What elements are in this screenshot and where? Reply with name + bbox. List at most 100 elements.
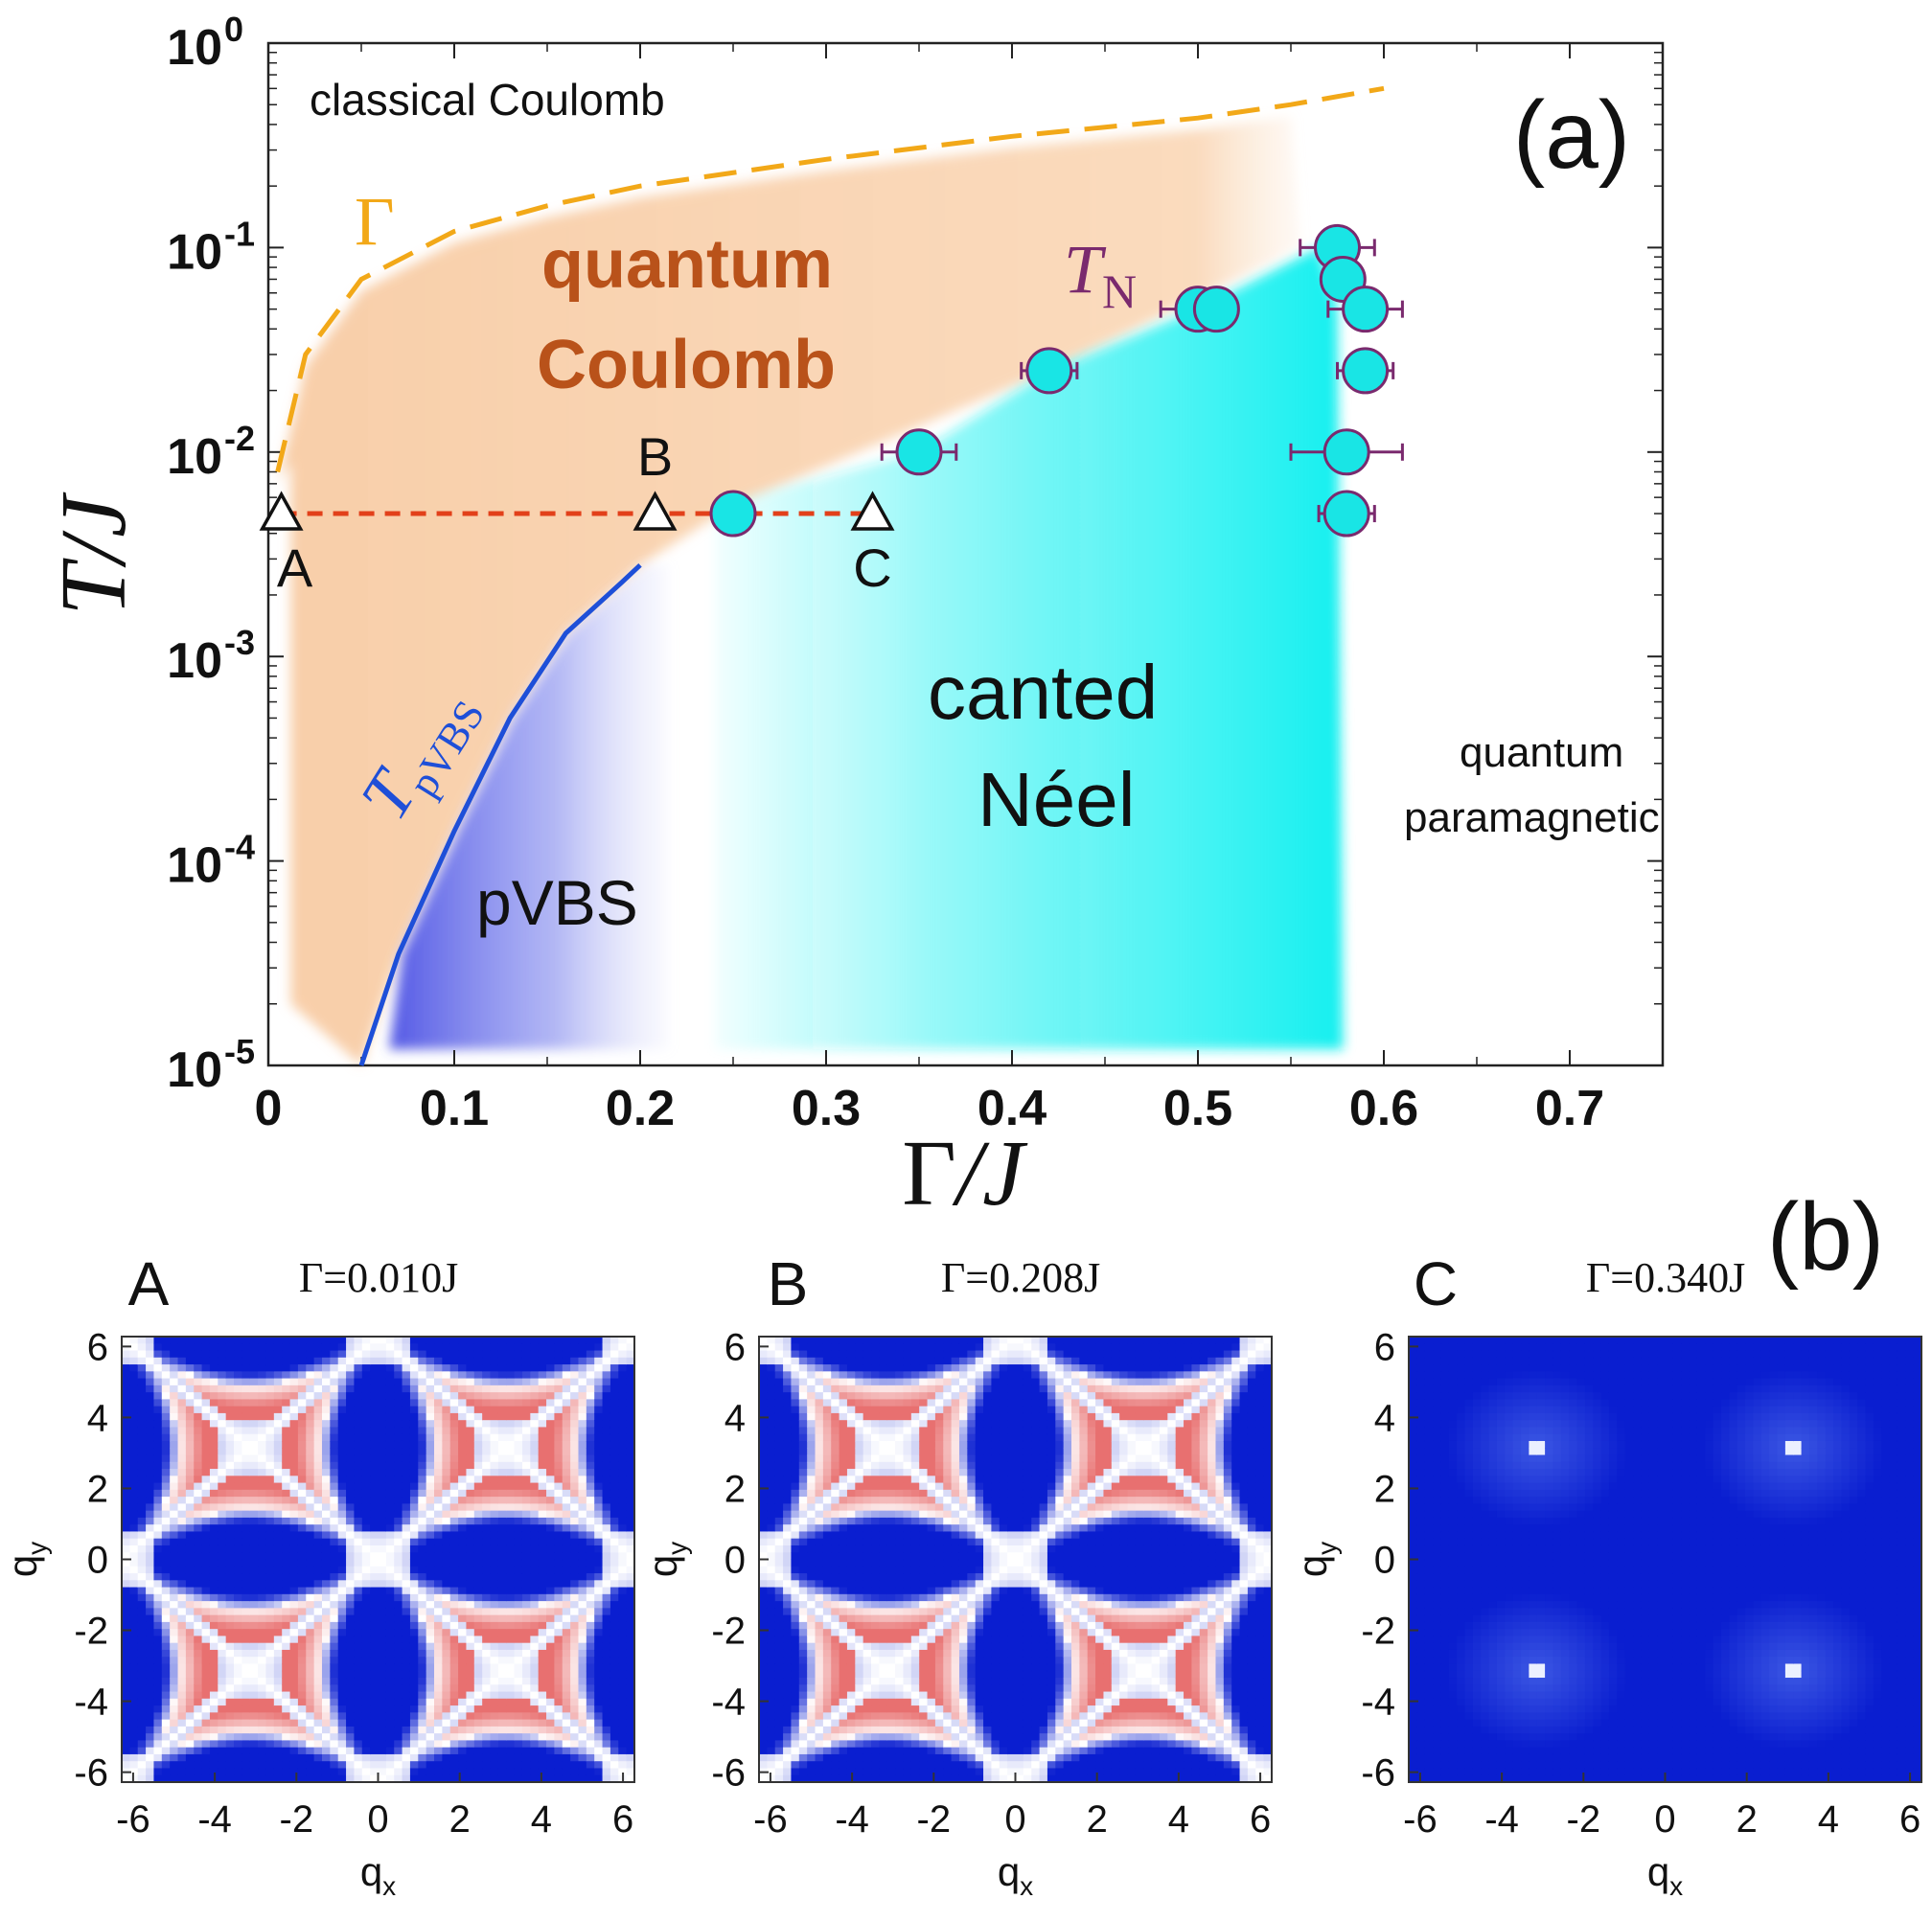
- heatmap-cell: [554, 1649, 564, 1658]
- heatmap-cell: [361, 1642, 371, 1651]
- heatmap-cell: [330, 1503, 339, 1512]
- heatmap-cell: [626, 1427, 635, 1435]
- heatmap-cell: [378, 1649, 387, 1658]
- heatmap-cell: [361, 1733, 371, 1742]
- heatmap-cell: [497, 1698, 507, 1706]
- heatmap-cell: [161, 1649, 171, 1658]
- heatmap-cell: [177, 1517, 187, 1525]
- heatmap-cell: [594, 1663, 604, 1672]
- heatmap-cell: [265, 1364, 275, 1372]
- heatmap-cell: [258, 1705, 267, 1713]
- heatmap-cell: [337, 1726, 347, 1734]
- heatmap-cell: [458, 1433, 468, 1442]
- heatmap-cell: [807, 1649, 816, 1658]
- heatmap-cell: [554, 1544, 564, 1553]
- heatmap-cell: [146, 1371, 155, 1380]
- heatmap-cell: [321, 1489, 331, 1498]
- heatmap-cell: [337, 1469, 347, 1476]
- heatmap-cell: [265, 1497, 275, 1504]
- heatmap-cell: [798, 1614, 808, 1623]
- heatmap-cell: [530, 1774, 540, 1783]
- heatmap-cell: [562, 1608, 571, 1616]
- heatmap-cell: [570, 1573, 580, 1581]
- heatmap-cell: [815, 1420, 824, 1429]
- heatmap-cell: [394, 1371, 403, 1380]
- heatmap-cell: [282, 1678, 291, 1685]
- heatmap-cell: [378, 1580, 387, 1589]
- heatmap-cell: [122, 1337, 130, 1344]
- heatmap-cell: [473, 1657, 483, 1665]
- heatmap-cell: [418, 1761, 427, 1770]
- heatmap-cell: [201, 1433, 211, 1442]
- heatmap-cell: [146, 1642, 155, 1651]
- tn-point: [1322, 428, 1370, 476]
- heatmap-cell: [530, 1552, 540, 1561]
- heatmap-cell: [161, 1712, 171, 1721]
- heatmap-cell: [759, 1698, 768, 1706]
- heatmap-cell: [249, 1657, 259, 1665]
- heatmap-cell: [783, 1573, 793, 1581]
- heatmap-cell: [258, 1719, 267, 1728]
- heatmap-cell: [321, 1559, 331, 1567]
- heatmap-cell: [791, 1489, 800, 1498]
- heatmap-cell: [426, 1406, 435, 1414]
- heatmap-cell: [170, 1433, 179, 1442]
- heatmap-cell: [490, 1350, 499, 1359]
- heatmap-cell: [122, 1691, 130, 1700]
- heatmap-cell: [297, 1538, 307, 1546]
- heatmap-cell: [530, 1392, 540, 1400]
- heatmap-cell: [321, 1657, 331, 1665]
- heatmap-cell: [170, 1350, 179, 1359]
- heatmap-cell: [234, 1497, 242, 1504]
- heatmap-cell: [626, 1476, 635, 1484]
- heatmap-cell: [361, 1371, 371, 1380]
- heatmap-cell: [426, 1580, 435, 1589]
- heatmap-cell: [442, 1559, 451, 1567]
- heatmap-cell: [313, 1559, 323, 1567]
- heatmap-cell: [514, 1705, 523, 1713]
- heatmap-cell: [434, 1593, 443, 1602]
- heatmap-cell: [161, 1524, 171, 1533]
- heatmap-cell: [306, 1357, 315, 1365]
- heatmap-cell: [570, 1649, 580, 1658]
- heatmap-cell: [626, 1753, 635, 1762]
- heatmap-cell: [289, 1740, 299, 1749]
- heatmap-cell: [594, 1593, 604, 1602]
- heatmap-cell: [570, 1691, 580, 1700]
- heatmap-cell: [170, 1726, 179, 1734]
- heatmap-cell: [521, 1663, 531, 1672]
- heatmap-cell: [242, 1440, 251, 1449]
- heatmap-cell: [273, 1544, 283, 1553]
- heatmap-cell: [354, 1378, 363, 1386]
- heatmap-cell: [791, 1343, 800, 1352]
- heatmap-cell: [759, 1461, 768, 1470]
- heatmap-cell: [153, 1593, 163, 1602]
- heatmap-cell: [225, 1719, 235, 1728]
- heatmap-cell: [258, 1761, 267, 1770]
- heatmap-cell: [521, 1740, 531, 1749]
- heatmap-cell: [209, 1510, 218, 1519]
- heatmap-cell: [209, 1761, 218, 1770]
- heatmap-cell: [418, 1719, 427, 1728]
- heatmap-cell: [330, 1544, 339, 1553]
- heatmap-cell: [473, 1544, 483, 1553]
- y-tick-exponent: -3: [224, 623, 255, 662]
- heatmap-cell: [798, 1587, 808, 1595]
- heatmap-cell: [273, 1433, 283, 1442]
- heatmap-cell: [249, 1593, 259, 1602]
- heatmap-cell: [194, 1566, 203, 1574]
- heatmap-cell: [434, 1343, 443, 1352]
- heatmap-cell: [378, 1433, 387, 1442]
- heatmap-cell: [146, 1753, 155, 1762]
- heatmap-cell: [426, 1621, 435, 1630]
- heatmap-cell: [185, 1420, 195, 1429]
- heatmap-cell: [759, 1357, 768, 1365]
- heatmap-cell: [449, 1649, 459, 1658]
- heatmap-cell: [570, 1678, 580, 1685]
- heatmap-cell: [610, 1524, 619, 1533]
- heatmap-cell: [346, 1538, 356, 1546]
- heatmap-cell: [418, 1476, 427, 1484]
- heatmap-cell: [759, 1753, 768, 1762]
- heatmap-cell: [570, 1510, 580, 1519]
- heatmap-cell: [546, 1350, 556, 1359]
